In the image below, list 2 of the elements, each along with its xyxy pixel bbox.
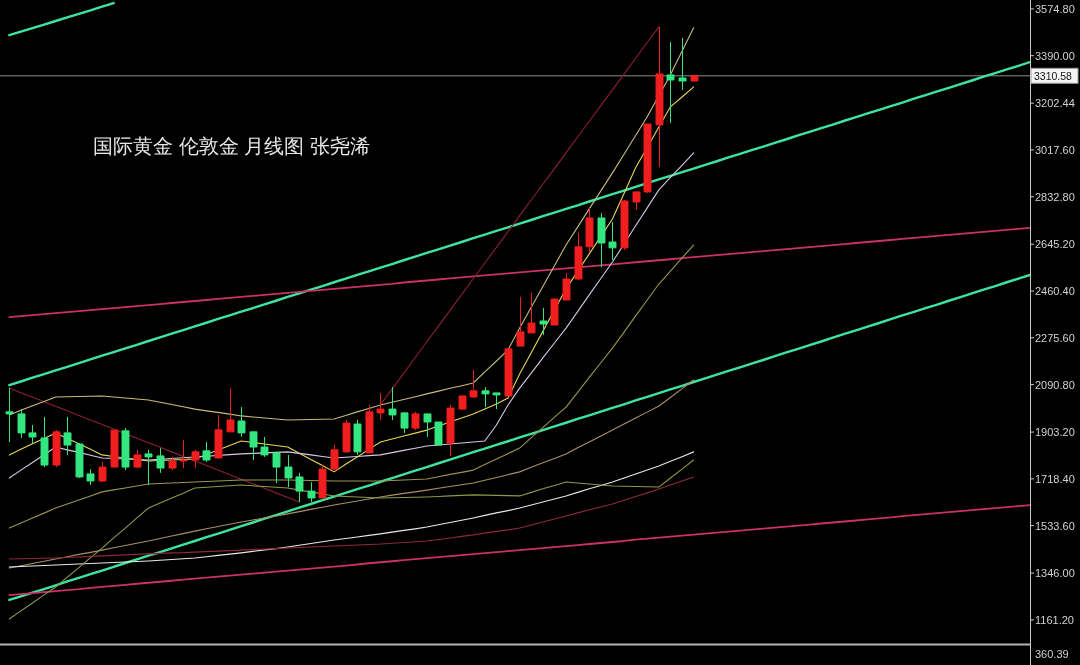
annotation: 360.39 [1035, 648, 1069, 660]
title: 国际黄金 伦敦金 月线图 张尧浠 [93, 135, 370, 157]
